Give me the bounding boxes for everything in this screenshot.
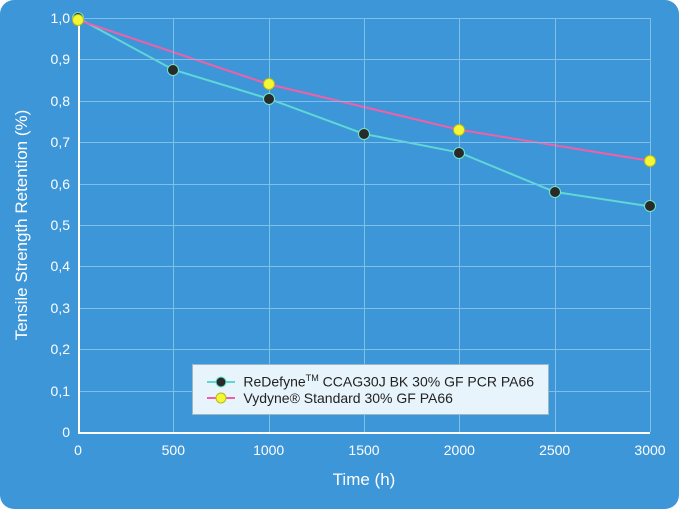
x-tick-label: 2000: [444, 442, 475, 458]
y-tick-label: 0,9: [51, 51, 70, 67]
y-tick-label: 0,2: [51, 341, 70, 357]
y-tick-label: 0,6: [51, 176, 70, 192]
y-tick-label: 0,4: [51, 258, 70, 274]
legend-swatch: [207, 391, 235, 405]
x-tick-label: 500: [162, 442, 185, 458]
gridline-v: [173, 18, 174, 432]
marker-redefyne: [167, 64, 179, 76]
y-tick-label: 0,7: [51, 134, 70, 150]
gridline-h: [78, 432, 650, 434]
x-tick-label: 3000: [634, 442, 665, 458]
y-tick-label: 0,3: [51, 300, 70, 316]
gridline-v: [78, 18, 80, 432]
gridline-v: [555, 18, 556, 432]
y-tick-label: 0,1: [51, 383, 70, 399]
legend: ReDefyneTM CCAG30J BK 30% GF PCR PA66Vyd…: [192, 364, 549, 415]
legend-label: Vydyne® Standard 30% GF PA66: [243, 390, 453, 406]
y-tick-label: 0,8: [51, 93, 70, 109]
x-tick-label: 0: [74, 442, 82, 458]
x-axis-label: Time (h): [333, 470, 396, 490]
x-tick-label: 1500: [348, 442, 379, 458]
marker-redefyne: [263, 93, 275, 105]
marker-redefyne: [358, 128, 370, 140]
marker-vydyne: [72, 14, 84, 26]
x-tick-label: 2500: [539, 442, 570, 458]
marker-redefyne: [453, 147, 465, 159]
y-tick-label: 0,5: [51, 217, 70, 233]
y-tick-label: 1,0: [51, 10, 70, 26]
marker-vydyne: [453, 124, 465, 136]
legend-item-vydyne: Vydyne® Standard 30% GF PA66: [207, 390, 534, 406]
legend-label: ReDefyneTM CCAG30J BK 30% GF PCR PA66: [243, 373, 534, 390]
legend-item-redefyne: ReDefyneTM CCAG30J BK 30% GF PCR PA66: [207, 373, 534, 390]
gridline-v: [650, 18, 651, 432]
legend-swatch: [207, 375, 235, 389]
x-tick-label: 1000: [253, 442, 284, 458]
y-tick-label: 0: [62, 424, 70, 440]
marker-vydyne: [644, 155, 656, 167]
marker-redefyne: [549, 186, 561, 198]
y-axis-label: Tensile Strength Retention (%): [12, 110, 32, 341]
marker-redefyne: [644, 200, 656, 212]
marker-vydyne: [263, 78, 275, 90]
